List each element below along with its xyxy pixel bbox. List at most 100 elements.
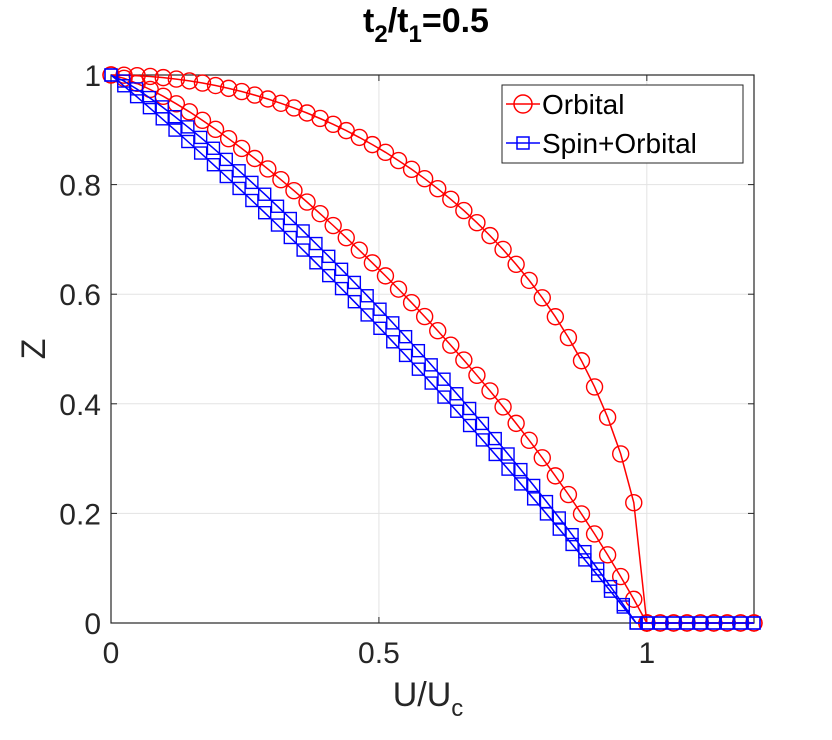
point-1-0-36 [565,537,579,552]
point-0-0-9 [219,79,238,98]
point-0-1-33 [533,449,551,467]
point-1-0-9 [219,169,233,184]
point-0-0-39 [611,445,630,463]
point-1-1-3 [142,90,157,105]
point-0-0-38 [598,408,617,426]
point-1-1-40 [616,597,631,612]
point-0-0-32 [520,271,538,290]
chart-title: t2/t1=0.5 [363,2,489,48]
point-1-1-30 [488,431,502,446]
y-tick-label-1: 0.2 [59,498,101,531]
point-1-1-29 [475,416,490,431]
point-0-0-7 [193,74,212,92]
point-0-1-13 [272,170,290,189]
y-tick-label-4: 0.8 [59,170,101,203]
point-1-1-1 [117,74,131,88]
point-1-1-38 [590,562,605,576]
point-1-1-0 [104,68,118,82]
point-0-1-9 [219,129,238,148]
point-0-0-5 [167,70,186,88]
point-1-1-35 [552,511,566,525]
point-0-1-22 [389,280,408,298]
point-1-1-42 [640,616,654,630]
point-0-0-35 [559,328,578,347]
point-0-0-6 [180,72,199,90]
point-1-1-25 [424,358,438,372]
point-0-1-35 [559,485,578,504]
point-0-1-27 [455,351,473,369]
point-1-0-26 [437,390,451,404]
point-1-1-21 [373,302,387,316]
point-0-0-8 [206,76,225,95]
point-1-1-36 [565,527,579,542]
point-0-0-30 [494,240,512,259]
point-1-0-32 [514,477,528,491]
legend-entry-spin-orbital: Spin+Orbital [506,128,697,159]
y-tick-label-5: 1 [84,60,101,93]
y-tick-label-0: 0 [84,608,101,641]
point-1-0-8 [206,158,221,172]
point-1-0-23 [398,348,413,363]
y-tick-label-3: 0.6 [59,279,101,312]
point-1-0-30 [488,447,502,462]
point-1-1-11 [245,175,259,190]
x-tick-label-2: 1 [638,637,655,670]
point-0-1-24 [415,307,434,326]
point-0-1-29 [481,382,499,400]
point-1-0-14 [283,230,298,245]
point-0-0-28 [468,213,486,232]
legend-box [501,84,744,164]
point-1-1-43 [653,616,667,630]
point-0-1-31 [507,414,525,433]
point-1-1-9 [219,152,233,167]
plot-frame [110,74,755,624]
point-1-1-39 [603,579,618,594]
point-0-1-19 [350,241,369,259]
point-1-1-24 [411,343,426,358]
point-0-0-21 [376,143,395,162]
point-1-0-7 [193,146,208,160]
series-0-line-1 [110,74,754,624]
point-1-0-29 [475,433,490,447]
point-0-0-23 [402,160,421,179]
point-0-0-20 [363,135,382,154]
point-0-1-15 [298,193,316,211]
point-0-1-18 [337,229,355,247]
point-1-1-28 [462,401,477,416]
point-1-0-20 [360,308,374,322]
point-1-0-35 [552,522,566,536]
point-1-1-8 [206,141,221,155]
point-0-0-10 [232,82,251,101]
point-1-1-45 [680,616,694,630]
point-1-1-2 [129,82,144,96]
point-1-0-19 [347,294,362,309]
point-1-0-12 [257,206,272,220]
point-0-0-33 [533,289,551,307]
point-1-1-15 [296,224,310,238]
point-1-1-41 [629,616,643,630]
point-1-1-44 [666,616,681,630]
point-1-1-37 [578,544,592,559]
point-1-1-5 [168,109,182,124]
point-1-0-21 [373,321,387,335]
point-0-0-14 [285,99,303,117]
point-0-0-19 [350,128,369,147]
point-1-0-17 [322,268,336,283]
point-1-0-13 [270,218,285,232]
point-1-0-15 [296,243,310,257]
point-1-0-18 [334,281,349,296]
point-0-0-36 [572,352,591,370]
point-0-0-40 [625,494,643,512]
point-1-1-14 [283,211,298,226]
point-1-0-31 [501,462,515,476]
point-1-1-46 [693,616,708,630]
point-0-1-20 [363,254,382,272]
legend-marker-spin-orbital [516,136,530,150]
series-1-curve-1 [104,68,761,630]
point-1-1-49 [733,616,748,630]
point-0-0-24 [415,169,434,188]
point-1-0-25 [424,376,438,390]
point-0-0-13 [272,94,290,112]
point-1-1-12 [257,187,272,201]
